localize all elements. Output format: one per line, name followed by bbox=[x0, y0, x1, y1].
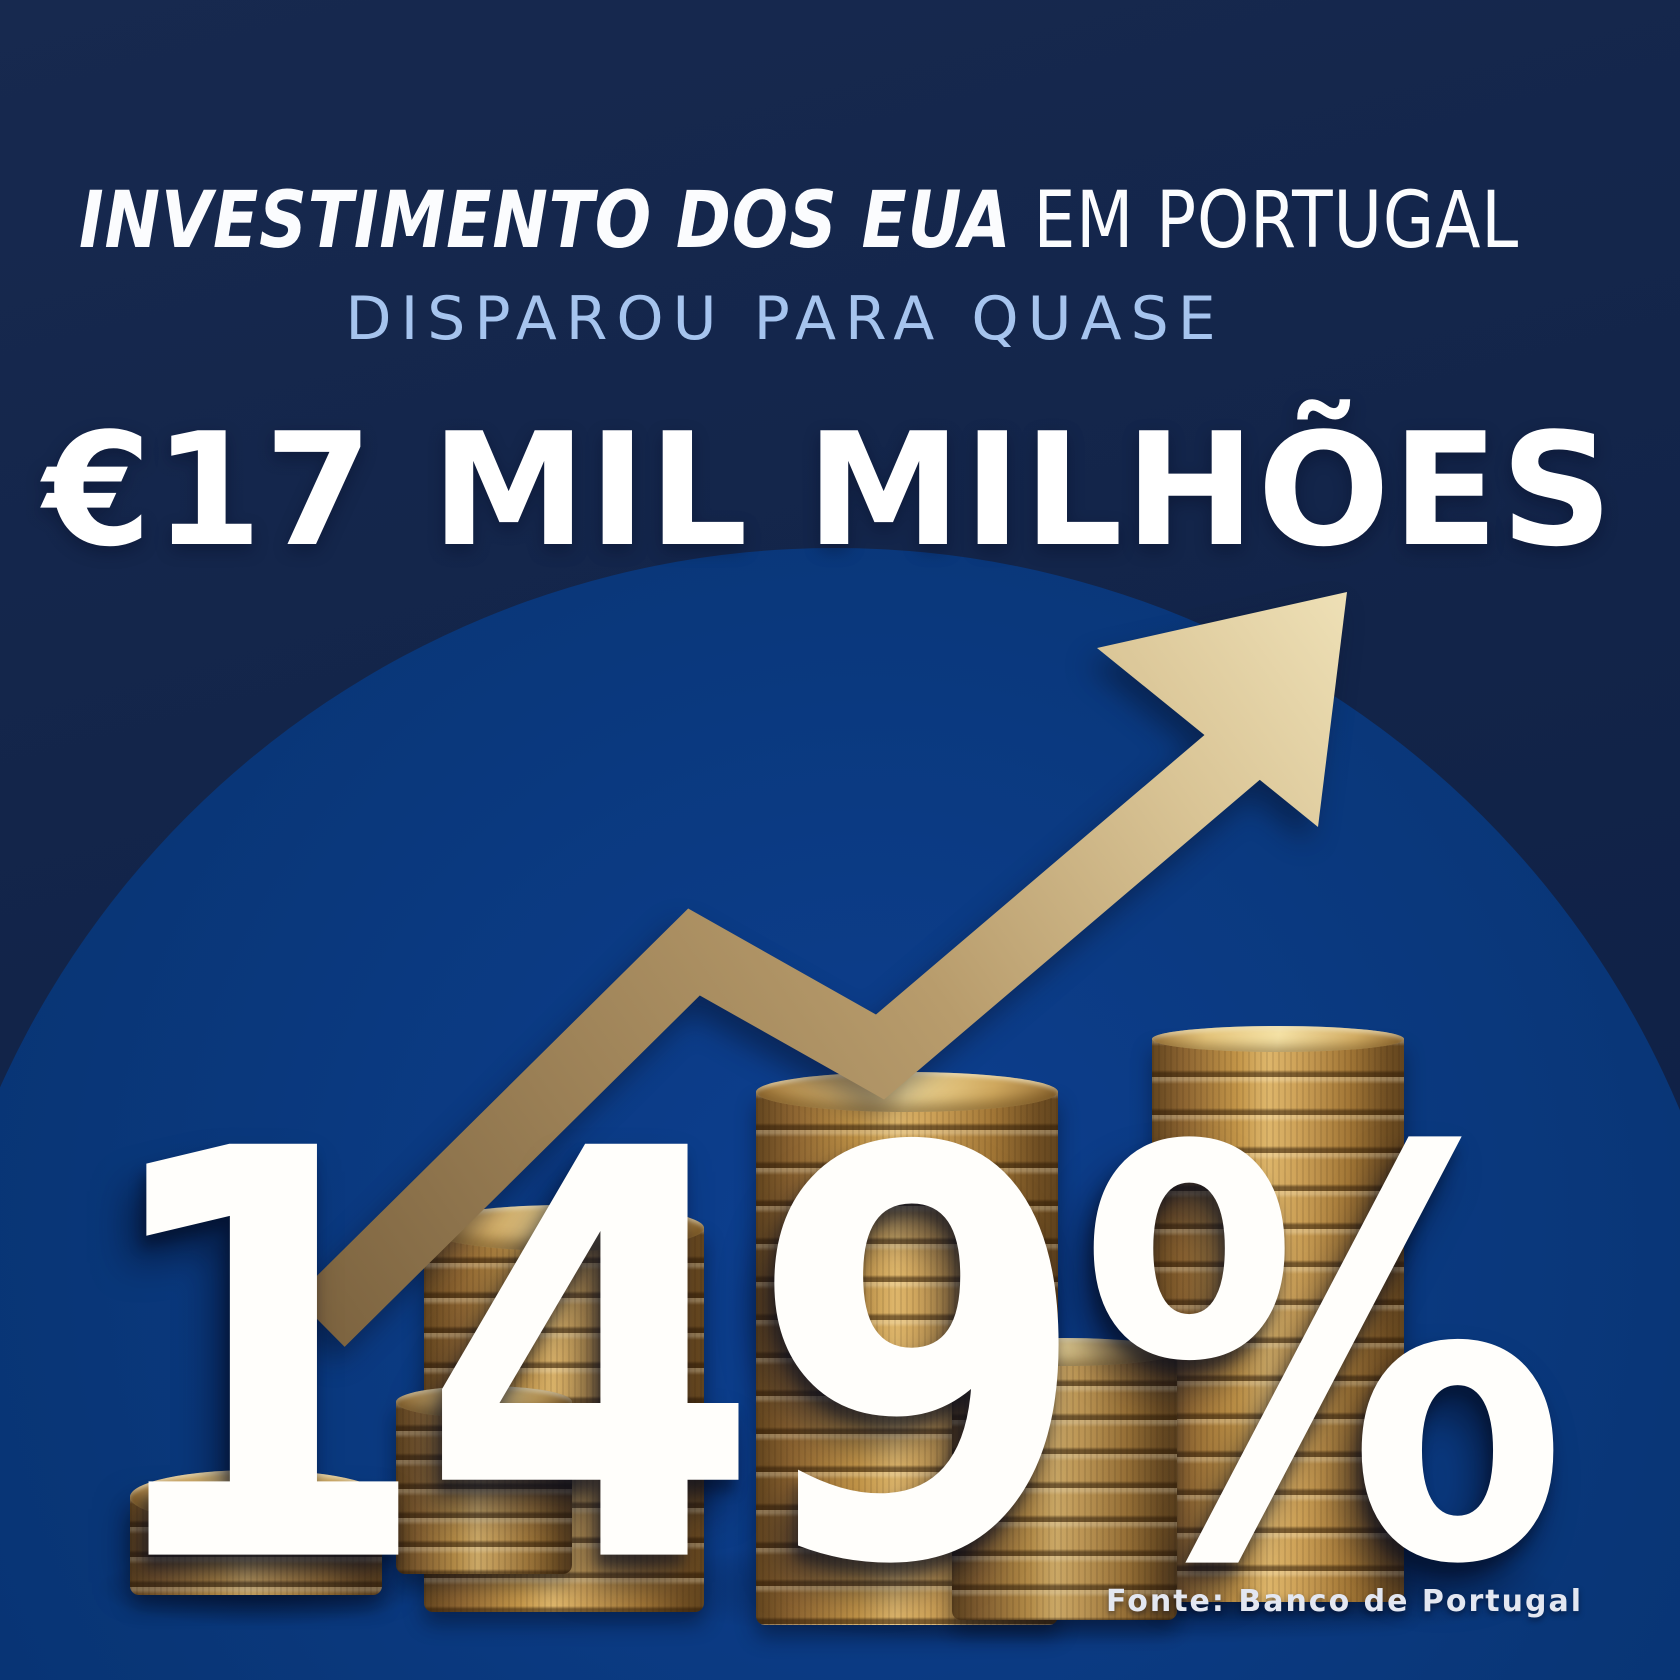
headline: INVESTIMENTO DOS EUA EM PORTUGAL bbox=[79, 176, 1518, 266]
coin-stack bbox=[1152, 1026, 1404, 1602]
coin-stack bbox=[130, 1470, 382, 1595]
headline-rest: EM PORTUGAL bbox=[1011, 176, 1520, 266]
coin-stack bbox=[396, 1386, 572, 1574]
subtitle: DISPAROU PARA QUASE bbox=[345, 284, 1225, 354]
source-caption: Fonte: Banco de Portugal bbox=[1105, 1584, 1583, 1619]
headline-emphasis: INVESTIMENTO DOS EUA bbox=[79, 176, 1012, 266]
coin-stack bbox=[952, 1338, 1177, 1620]
stat-value: 149% bbox=[91, 1031, 1569, 1680]
amount-headline: €17 MIL MILHÕES bbox=[43, 399, 1615, 581]
